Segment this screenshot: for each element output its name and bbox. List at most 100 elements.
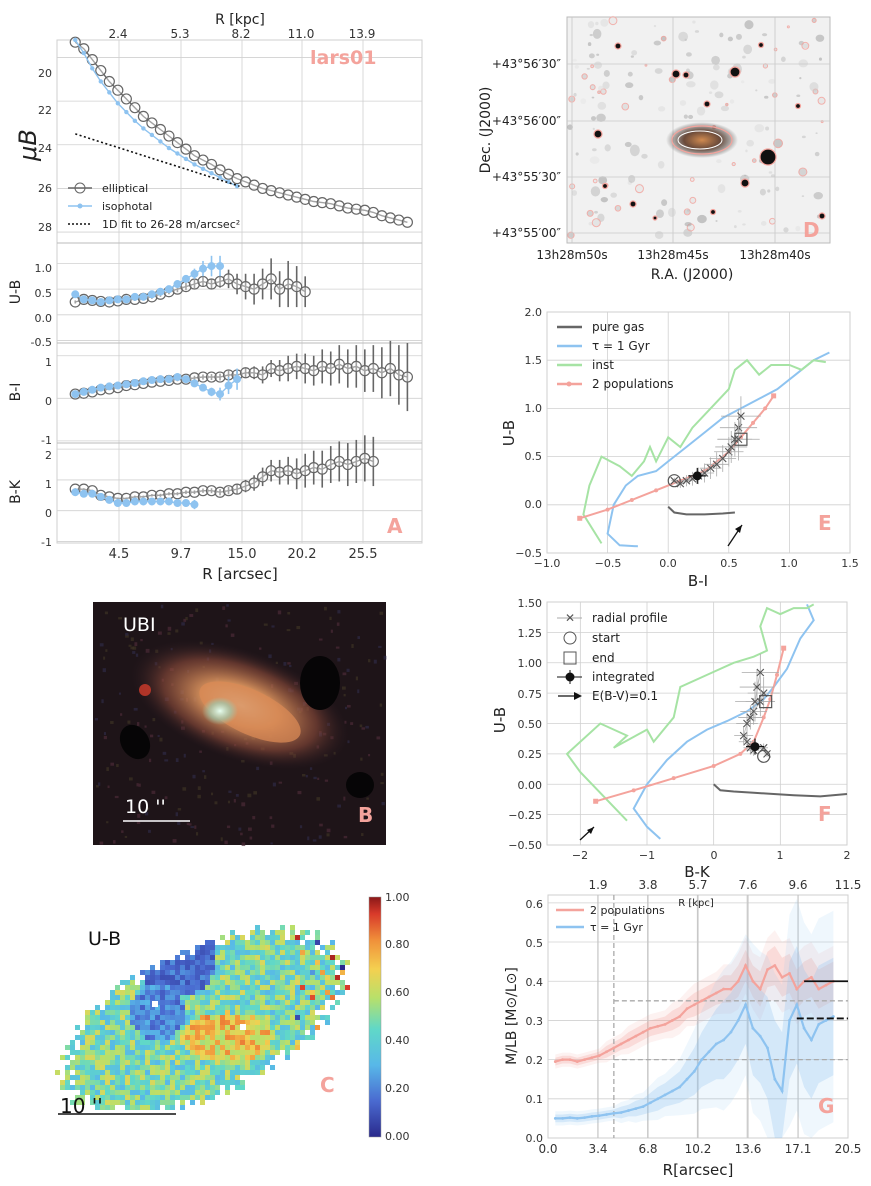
- panel-d-ytick-labels: +43°56′30″ +43°56′00″ +43°55′30″ +43°55′…: [492, 57, 562, 240]
- noise-pixel: [376, 736, 381, 740]
- map-pixel: [310, 985, 315, 990]
- noise-blob: [735, 33, 742, 40]
- map-pixel: [180, 1090, 185, 1095]
- map-pixel: [215, 1085, 220, 1090]
- map-pixel: [130, 985, 135, 990]
- map-pixel: [160, 1075, 165, 1080]
- point-end: [734, 432, 748, 446]
- map-pixel: [220, 1055, 225, 1060]
- point-elliptical: [205, 371, 218, 383]
- ytick-label: 0.1: [526, 1093, 544, 1106]
- map-pixel: [265, 1005, 270, 1010]
- noise-pixel: [343, 693, 346, 697]
- map-pixel: [245, 975, 250, 980]
- noise-pixel: [337, 657, 341, 662]
- point-isophotal: [190, 269, 199, 278]
- map-pixel: [245, 950, 250, 955]
- map-pixel: [185, 955, 190, 960]
- map-pixel: [215, 975, 220, 980]
- map-pixel: [130, 1075, 135, 1080]
- point-elliptical: [299, 193, 311, 205]
- map-pixel: [255, 1040, 260, 1045]
- map-pixel: [285, 960, 290, 965]
- map-pixel: [85, 1090, 90, 1095]
- map-pixel: [210, 1060, 215, 1065]
- map-pixel: [185, 1050, 190, 1055]
- map-pixel: [150, 1005, 155, 1010]
- map-pixel: [295, 960, 300, 965]
- noise-pixel: [380, 782, 384, 785]
- noise-blob: [770, 174, 776, 178]
- map-pixel: [215, 945, 220, 950]
- map-pixel: [145, 1075, 150, 1080]
- map-pixel: [275, 1020, 280, 1025]
- map-pixel: [270, 1005, 275, 1010]
- map-pixel: [90, 1040, 95, 1045]
- noise-pixel: [297, 790, 302, 795]
- map-pixel: [140, 1100, 145, 1105]
- map-pixel: [295, 1030, 300, 1035]
- map-pixel: [205, 960, 210, 965]
- map-pixel: [100, 1100, 105, 1105]
- map-pixel: [140, 970, 145, 975]
- map-pixel: [95, 1085, 100, 1090]
- map-pixel: [175, 1045, 180, 1050]
- point-radial: [706, 464, 715, 473]
- noise-contour: [581, 73, 588, 80]
- series-point: [568, 1116, 572, 1120]
- map-pixel: [160, 1025, 165, 1030]
- map-pixel: [200, 1035, 205, 1040]
- map-pixel: [195, 1020, 200, 1025]
- map-pixel: [330, 965, 335, 970]
- map-pixel: [215, 1065, 220, 1070]
- point-elliptical: [171, 136, 184, 149]
- map-pixel: [185, 1035, 190, 1040]
- map-pixel: [115, 1060, 120, 1065]
- map-pixel: [255, 995, 260, 1000]
- map-pixel: [120, 1040, 125, 1045]
- point-isophotal: [190, 500, 199, 509]
- noise-blob: [588, 222, 593, 226]
- map-pixel: [140, 1020, 145, 1025]
- noise-pixel: [357, 636, 361, 639]
- point-isophotal: [141, 126, 146, 131]
- map-pixel: [80, 1040, 85, 1045]
- map-pixel: [150, 965, 155, 970]
- map-pixel: [250, 1065, 255, 1070]
- map-pixel: [90, 1050, 95, 1055]
- noise-pixel: [103, 656, 106, 660]
- series-point: [722, 987, 726, 991]
- map-pixel: [300, 990, 305, 995]
- map-pixel: [290, 935, 295, 940]
- map-pixel: [320, 960, 325, 965]
- map-pixel: [90, 1075, 95, 1080]
- noise-pixel: [272, 782, 276, 787]
- map-pixel: [115, 1070, 120, 1075]
- map-pixel: [305, 970, 310, 975]
- series-point: [619, 1042, 623, 1046]
- map-pixel: [295, 1025, 300, 1030]
- ytick-label: 28: [38, 221, 52, 234]
- noise-blob: [760, 220, 767, 226]
- map-pixel: [280, 1025, 285, 1030]
- map-pixel: [200, 995, 205, 1000]
- noise-blob: [716, 159, 722, 164]
- map-pixel: [120, 1065, 125, 1070]
- map-pixel: [130, 990, 135, 995]
- map-pixel: [240, 965, 245, 970]
- map-pixel: [175, 1000, 180, 1005]
- noise-pixel: [136, 821, 141, 825]
- ytick-label: 1.0: [525, 402, 543, 415]
- noise-pixel: [247, 827, 252, 831]
- panel-f-x-label: B-K: [684, 863, 711, 881]
- map-pixel: [115, 1075, 120, 1080]
- panel-c-label: U-B: [88, 928, 121, 950]
- map-pixel: [315, 930, 320, 935]
- ytick-label: 0.4: [526, 976, 544, 989]
- point-2pop: [631, 788, 636, 793]
- map-pixel: [185, 1020, 190, 1025]
- point-elliptical: [180, 143, 192, 155]
- map-pixel: [280, 970, 285, 975]
- map-pixel: [250, 1050, 255, 1055]
- noise-pixel: [287, 611, 291, 615]
